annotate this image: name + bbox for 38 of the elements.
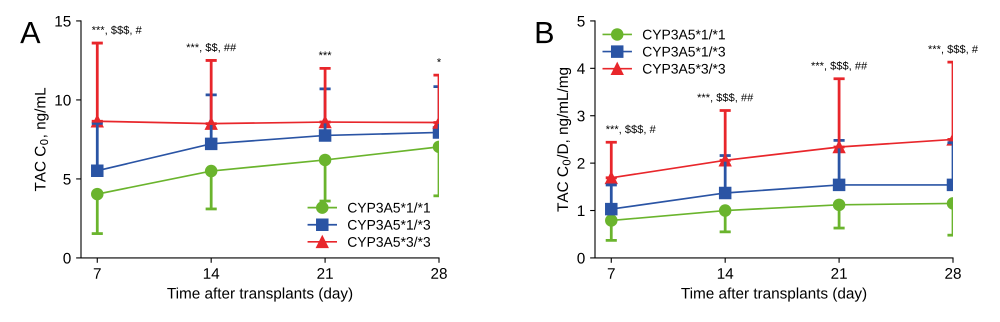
y-tick-label: 0 [577, 252, 585, 264]
x-tick-label: 28 [945, 268, 961, 279]
x-tick-label: 14 [718, 268, 734, 279]
annotation: *** [318, 51, 332, 56]
x-axis-title: Time after transplants (day) [681, 287, 866, 302]
annotation: ***, $$$, # [928, 44, 978, 54]
x-tick-label: 7 [608, 268, 615, 279]
y-tick-label: 5 [577, 16, 585, 27]
y-tick-label: 15 [55, 16, 71, 27]
y-tick-label: 3 [577, 110, 585, 122]
chart-title: B [536, 22, 553, 44]
annotation: ***, $$$, ## [697, 93, 754, 103]
y-tick-label: 1 [578, 206, 585, 216]
annotation: ***, $$$, # [92, 26, 142, 36]
annotation: ***, $$$, ## [811, 61, 868, 71]
y-tick-label: 5 [63, 174, 71, 185]
x-tick-label: 7 [94, 268, 101, 279]
legend-label: CYP3A5*3/*3 [642, 63, 725, 74]
legend-label: CYP3A5*1/*3 [642, 46, 725, 57]
x-tick-label: 28 [431, 268, 447, 279]
x-axis-title: Time after transplants (day) [167, 287, 352, 302]
legend-label: CYP3A5*1/*3 [348, 220, 430, 230]
x-tick-label: 14 [204, 268, 220, 279]
annotation: ***, $$$, # [606, 124, 656, 134]
x-tick-label: 21 [317, 268, 333, 279]
x-tick-label: 21 [831, 268, 847, 279]
annotation: ***, $$, ## [186, 42, 236, 53]
y-axis-title: TAC C$_{0}$, ng/mL [34, 88, 49, 192]
y-tick-label: 0 [63, 252, 71, 264]
legend-label: CYP3A5*1/*1 [348, 202, 430, 213]
chart-title: A [20, 22, 40, 44]
y-axis-title: TAC C$_{0}$/D, ng/mL/mg [556, 68, 572, 212]
annotation: * [437, 58, 441, 62]
y-tick-label: 4 [577, 63, 585, 74]
y-tick-label: 2 [578, 158, 585, 169]
y-tick-label: 10 [55, 94, 71, 106]
legend-label: CYP3A5*3/*3 [348, 236, 430, 247]
legend-label: CYP3A5*1/*1 [642, 29, 725, 40]
